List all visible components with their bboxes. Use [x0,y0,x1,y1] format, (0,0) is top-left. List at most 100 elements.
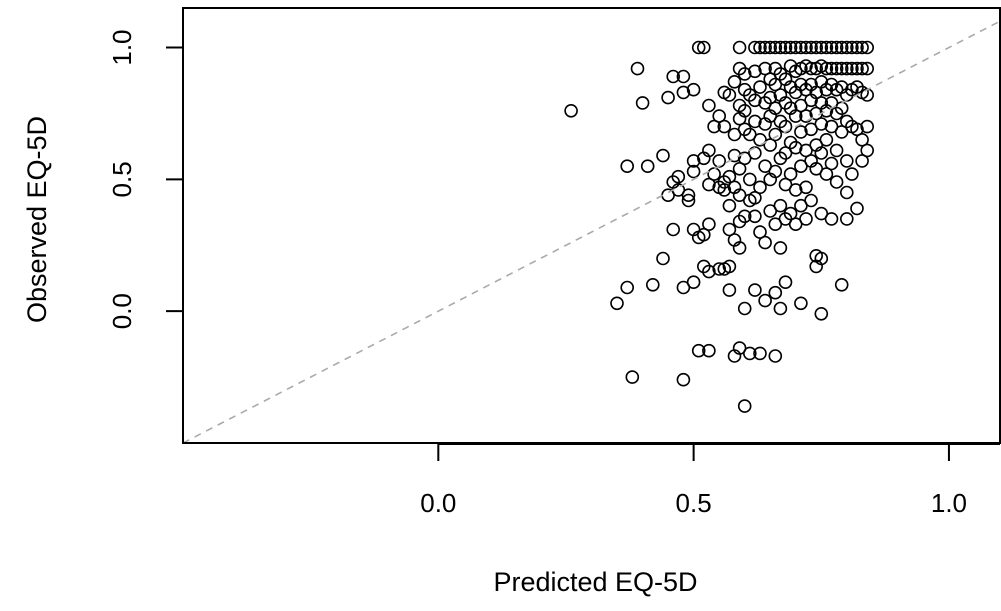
data-point [768,285,783,300]
data-point [640,159,655,173]
data-point [814,40,829,55]
data-point [799,40,813,55]
data-point [686,82,701,97]
data-point [778,40,793,55]
data-point [824,212,839,226]
data-point [564,104,578,118]
data-point [737,209,752,224]
data-point [696,40,711,55]
x-axis: 0.0 0.5 1.0 Predicted EQ-5D [420,443,1000,597]
data-point [758,61,772,76]
data-point [834,277,849,292]
plot-area-border [182,7,1001,444]
data-point [783,206,798,221]
data-point [722,198,737,213]
data-point [722,259,737,274]
data-point [610,296,624,311]
data-point [850,201,864,216]
data-point [748,283,762,297]
data-point [819,167,834,181]
y-tick-label: 0.5 [107,161,137,197]
data-point [839,212,854,226]
data-point [763,138,778,152]
data-point [768,164,783,179]
data-point [850,40,864,55]
data-point [748,40,762,55]
data-point [778,275,793,290]
data-point [753,180,767,195]
data-point [620,280,635,295]
data-point [691,40,706,55]
y-tick-label: 0.0 [107,293,137,329]
data-point [824,156,839,171]
data-point [737,104,752,118]
data-point [737,67,752,81]
data-point [758,293,772,308]
data-point [783,40,798,55]
data-point [829,175,844,189]
data-point [773,198,788,213]
data-point [794,40,808,55]
data-point [829,40,844,55]
data-point [691,343,706,358]
data-point [753,80,767,94]
data-point [855,154,869,168]
data-point [860,61,875,76]
data-point [676,85,691,100]
data-point [834,40,849,55]
data-point [839,40,854,55]
data-point [788,140,803,155]
data-point [712,109,727,123]
y-axis-label: Observed EQ-5D [22,116,52,323]
data-point [748,114,762,129]
data-point [814,251,829,266]
data-point [681,193,696,208]
data-point [783,167,798,181]
x-tick-label: 0.5 [676,488,712,518]
data-point [686,154,701,168]
data-point [768,40,783,55]
data-point [845,40,859,55]
data-point [855,133,869,147]
data-point [722,222,737,237]
data-point [809,85,824,100]
data-point [732,241,747,255]
data-point [768,349,783,363]
data-point [681,188,696,202]
data-point [620,159,635,173]
data-point [850,61,864,76]
data-point [661,90,675,105]
data-point [860,119,875,134]
data-point [814,146,829,160]
data-point [804,40,818,55]
data-point [794,296,808,311]
data-point [804,193,818,208]
data-point [845,167,859,181]
data-point [860,40,875,55]
data-point [676,69,691,84]
data-point [758,40,772,55]
data-point [702,98,716,113]
data-point [794,125,808,139]
data-point [722,169,737,184]
points-layer [564,40,875,413]
data-point [717,183,732,197]
data-point [702,143,716,158]
data-point [671,169,686,184]
data-point [707,119,721,134]
data-point [819,61,834,76]
data-point [799,109,813,123]
data-point [814,117,829,131]
data-point [839,185,854,200]
data-point [666,69,681,84]
data-point [742,172,757,187]
data-point [737,301,752,316]
data-point [753,346,767,361]
data-point [722,283,737,297]
data-point [829,143,844,158]
data-point [717,119,732,134]
data-point [855,61,869,76]
data-point [748,64,762,79]
data-point [696,227,711,242]
